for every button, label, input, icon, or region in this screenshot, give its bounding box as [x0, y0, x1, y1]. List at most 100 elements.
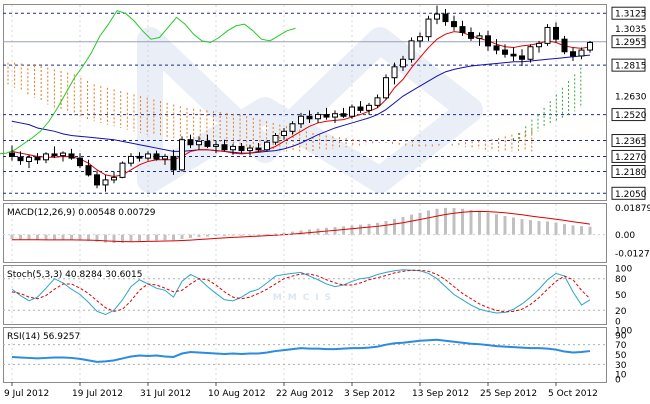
price-panel-frame — [3, 4, 607, 201]
macd-histogram-bar — [206, 234, 209, 237]
macd-panel-frame — [3, 203, 607, 263]
macd-histogram-bar — [155, 234, 158, 241]
macd-histogram-bar — [291, 231, 294, 235]
macd-histogram-bar — [563, 224, 566, 235]
candle-body — [425, 18, 432, 38]
candle-body — [94, 174, 100, 186]
rsi-panel-frame — [3, 327, 607, 383]
price-label-box — [611, 149, 646, 163]
macd-histogram-bar — [350, 225, 354, 235]
price-axis-label: 1.3035 — [615, 25, 647, 35]
candle-body — [43, 153, 49, 161]
candle-body — [366, 104, 372, 111]
candle-body — [102, 179, 109, 186]
rsi-axis-label: 70 — [615, 341, 627, 351]
macd-histogram-bar — [27, 234, 31, 240]
candle-body — [332, 113, 338, 118]
macd-histogram-bar — [444, 207, 447, 235]
macd-histogram-bar — [61, 234, 65, 240]
candle-body — [213, 144, 219, 147]
macd-histogram-bar — [435, 208, 439, 235]
macd-histogram-bar — [342, 226, 345, 235]
macd-histogram-bar — [427, 210, 430, 235]
macd-histogram-bar — [36, 234, 39, 240]
macd-axis-label: 0.01879 — [615, 204, 650, 214]
macd-histogram-bar — [359, 224, 362, 235]
candle-body — [68, 153, 75, 159]
candle-body — [357, 106, 364, 111]
candle-body — [119, 162, 126, 178]
price-axis-label: 1.2270 — [615, 153, 647, 163]
macd-histogram-bar — [571, 225, 575, 235]
macd-histogram-bar — [512, 217, 515, 235]
candle-body — [459, 26, 466, 33]
macd-histogram-bar — [308, 229, 311, 235]
macd-histogram-bar — [452, 208, 456, 235]
tenkan-sen-line — [11, 31, 591, 178]
macd-histogram-bar — [384, 220, 388, 235]
candle-body — [502, 49, 508, 55]
candle-body — [272, 135, 279, 143]
candle-body — [544, 26, 551, 44]
candle-body — [553, 26, 559, 40]
kijun-sen-line — [11, 54, 591, 154]
macd-histogram-bar — [10, 234, 14, 240]
macd-histogram-bar — [129, 234, 133, 242]
macd-histogram-bar — [172, 234, 175, 241]
macd-histogram-bar — [410, 214, 413, 235]
candle-body — [187, 139, 194, 146]
macd-histogram-bar — [44, 234, 48, 240]
macd-histogram-bar — [393, 218, 396, 235]
macd-histogram-bar — [520, 219, 524, 235]
x-axis-label: 31 Jul 2012 — [140, 389, 191, 399]
candle-body — [26, 156, 32, 162]
candle-body — [153, 153, 160, 160]
candle-body — [281, 130, 287, 137]
stoch-panel-frame — [3, 265, 607, 325]
candle-body — [85, 165, 92, 176]
macd-histogram-bar — [376, 222, 379, 235]
macd-histogram-bar — [580, 226, 583, 235]
stoch-k-line — [11, 269, 591, 316]
macd-histogram-bar — [197, 234, 201, 238]
candle-body — [536, 42, 542, 48]
price-axis-label: 1.2050 — [615, 190, 647, 200]
price-axis-label: 1.3125 — [615, 10, 647, 20]
price-label-box — [611, 58, 646, 72]
x-axis-label: 3 Sep 2012 — [344, 389, 395, 399]
candle-body — [230, 145, 236, 151]
rsi-title: RSI(14) 56.9257 — [7, 332, 80, 342]
stoch-axis-label: 100 — [615, 265, 632, 275]
candle-body — [340, 113, 347, 117]
watermark-logo: MMCIS — [273, 293, 337, 303]
candle-body — [349, 106, 355, 117]
candle-body — [306, 115, 313, 120]
macd-histogram-bar — [180, 234, 184, 239]
macd-histogram-bar — [95, 234, 99, 242]
price-axis-label: 1.2815 — [615, 62, 647, 72]
rsi-axis-label: 30 — [615, 361, 627, 371]
candle-body — [179, 139, 185, 171]
x-axis-label: 9 Jul 2012 — [4, 389, 49, 399]
candle-body — [391, 66, 398, 79]
candle-body — [434, 13, 440, 20]
macd-histogram-bar — [189, 234, 192, 238]
stoch-title: Stoch(5,3,3) 40.8284 30.6015 — [7, 270, 142, 280]
candle-body — [145, 153, 151, 159]
macd-histogram-bar — [78, 234, 82, 241]
candle-body — [136, 155, 143, 159]
candle-body — [510, 53, 517, 57]
x-axis-label: 25 Sep 2012 — [480, 389, 537, 399]
macd-axis-label: -0.0127 — [615, 249, 650, 259]
candle-body — [587, 42, 593, 51]
candle-body — [9, 152, 15, 157]
stoch-axis-label: 20 — [615, 307, 627, 317]
candle-body — [476, 35, 483, 39]
rsi-axis-label: 50 — [615, 351, 627, 361]
macd-signal-line — [12, 210, 591, 243]
macd-histogram-bar — [240, 234, 243, 236]
candle-body — [289, 123, 296, 132]
x-axis-label: 22 Aug 2012 — [276, 389, 334, 399]
macd-histogram-bar — [588, 226, 592, 235]
